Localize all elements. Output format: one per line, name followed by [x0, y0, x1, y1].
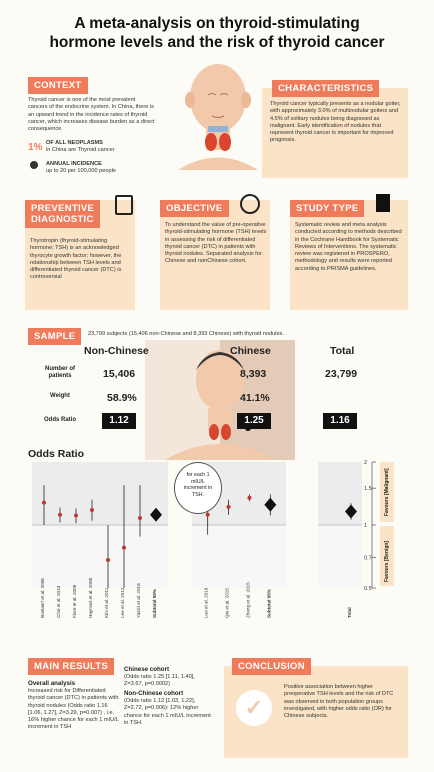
sample-header: SAMPLE	[28, 328, 82, 345]
study-label: Luo et al. 2018	[204, 587, 209, 618]
checkmark-icon: ✓	[236, 690, 272, 726]
study-label: Qiu et al. 2015	[225, 588, 230, 618]
favours-benign-box	[380, 526, 394, 586]
ch-patients: 8,393	[240, 368, 267, 380]
favours-malignant-band	[32, 462, 168, 525]
study-label: Zheng et al. 2015	[245, 582, 250, 618]
nonchinese-title: Non-Chinese cohort	[124, 690, 184, 697]
row-or-label: Odds Ratio	[43, 417, 76, 423]
favours-benign-label: Favours [Benign]	[384, 540, 390, 582]
overall-text: Increased risk for Differentiated thyroi…	[28, 688, 119, 731]
target-icon	[240, 194, 260, 214]
preventive-header: PREVENTIVE DIAGNOSTIC	[25, 200, 101, 228]
chinese-text: (Odds ratio 1.25 [1.11, 1.40], Z=3.67, p…	[124, 674, 195, 688]
study-point	[122, 545, 126, 550]
preventive-text: Thyrotropin (thyroid-stimulating hormone…	[30, 238, 122, 281]
y-tick-label: 1	[364, 523, 367, 529]
y-tick-label: 1.5	[364, 486, 372, 492]
row-patients-label: Number of patients	[45, 366, 75, 379]
main-results-header: MAIN RESULTS	[28, 658, 115, 675]
study-point	[42, 500, 46, 505]
study-point	[90, 507, 94, 512]
sample-text: 23,799 subjects (15,406 non-Chinese and …	[88, 331, 284, 337]
study-label: Yazici et al. 2018	[136, 583, 141, 618]
row-weight-label: Weight	[50, 393, 70, 399]
study-type-header: STUDY TYPE	[290, 200, 365, 217]
subtotal-diamond	[264, 497, 277, 512]
study-type-panel	[290, 200, 408, 310]
conclusion-header: CONCLUSION	[232, 658, 311, 675]
favours-benign-band	[318, 525, 362, 588]
nc-or-badge: 1.12	[102, 413, 136, 429]
clipboard-search-icon	[115, 195, 133, 215]
study-point	[138, 516, 142, 521]
study-point	[205, 512, 210, 517]
ch-weight: 41.1%	[240, 392, 270, 404]
neoplasm-sublabel: in China are Thyroid cancer	[46, 147, 115, 153]
characteristics-text: Thyroid cancer typically presents as a n…	[270, 101, 401, 144]
person-icon	[30, 161, 38, 169]
characteristics-panel	[262, 88, 408, 178]
study-point	[247, 495, 252, 500]
ch-or-badge: 1.25	[237, 413, 271, 429]
page-title: A meta-analysis on thyroid-stimulating h…	[49, 15, 385, 51]
study-label: Lee et al. 2012	[120, 587, 125, 618]
study-point	[226, 504, 231, 509]
head-illustration-top	[178, 64, 258, 170]
increment-note-bubble: for each 1 mIU/L increment in TSH.	[174, 462, 222, 514]
incidence-label: ANNUAL INCIDENCE	[46, 161, 102, 167]
subtotal-diamond	[345, 504, 357, 519]
study-label: Haymart et al. 2008	[88, 577, 93, 618]
subtotal-diamond	[150, 507, 162, 522]
favours-benign-band	[192, 525, 286, 588]
favours-malignant-box	[380, 462, 394, 522]
y-tick-label: 2	[364, 460, 367, 466]
forest-plot: 2 1.5 1 0.7 0.5 Boelaert et al. 2006 Choi et a…	[32, 460, 376, 618]
study-point	[74, 513, 78, 518]
objective-header: OBJECTIVE	[160, 200, 229, 217]
favours-malignant-band	[318, 462, 362, 525]
incidence-value: up to 20 per 100,000 people	[46, 168, 116, 174]
neoplasm-label: OF ALL NEOPLASMS	[46, 140, 103, 146]
objective-panel	[160, 200, 270, 310]
favours-malignant-label: Favours [Malignant]	[384, 468, 390, 516]
study-label: Fiore et al. 2009	[72, 584, 77, 618]
context-text: Thyroid cancer is one of the most preval…	[28, 97, 155, 133]
study-point	[106, 558, 110, 563]
favours-benign-band	[32, 525, 168, 588]
objective-text: To understand the value of pre-operative…	[165, 222, 267, 265]
col-total: Total	[330, 345, 355, 357]
context-header: CONTEXT	[28, 77, 88, 94]
study-label: Choi et al. 2013	[56, 585, 61, 618]
study-type-text: Systematic review and meta analysis cond…	[295, 222, 402, 272]
y-tick-label: 0.7	[364, 555, 372, 561]
study-label: Boelaert et al. 2006	[40, 578, 45, 618]
conclusion-text: Positive association between higher preo…	[284, 684, 394, 720]
nc-patients: 15,406	[103, 368, 136, 380]
study-point	[58, 512, 62, 517]
study-label: Total	[347, 607, 352, 618]
head-illustration-sample	[145, 340, 295, 460]
overall-title: Overall analysis	[28, 680, 76, 687]
study-label: Subtotal 95%	[266, 589, 271, 618]
nc-weight: 58.9%	[107, 392, 137, 404]
nonchinese-text: (Odds ratio 1.12 [1.03, 1.22], Z=2.72, p…	[124, 698, 211, 726]
odds-header: Odds Ratio	[28, 448, 85, 460]
y-tick-label: 0.5	[364, 586, 372, 592]
study-label: Subtotal 95%	[152, 589, 157, 618]
neoplasm-percent: 1%	[28, 142, 43, 153]
study-label: Kim et al. 2011	[104, 587, 109, 618]
tot-patients: 23,799	[325, 368, 358, 380]
document-icon	[376, 194, 390, 212]
col-nonchinese: Non-Chinese	[84, 345, 149, 357]
chinese-title: Chinese cohort	[124, 666, 170, 673]
tot-or-badge: 1.16	[323, 413, 357, 429]
characteristics-header: CHARACTERISTICS	[272, 80, 380, 97]
col-chinese: Chinese	[230, 345, 271, 357]
